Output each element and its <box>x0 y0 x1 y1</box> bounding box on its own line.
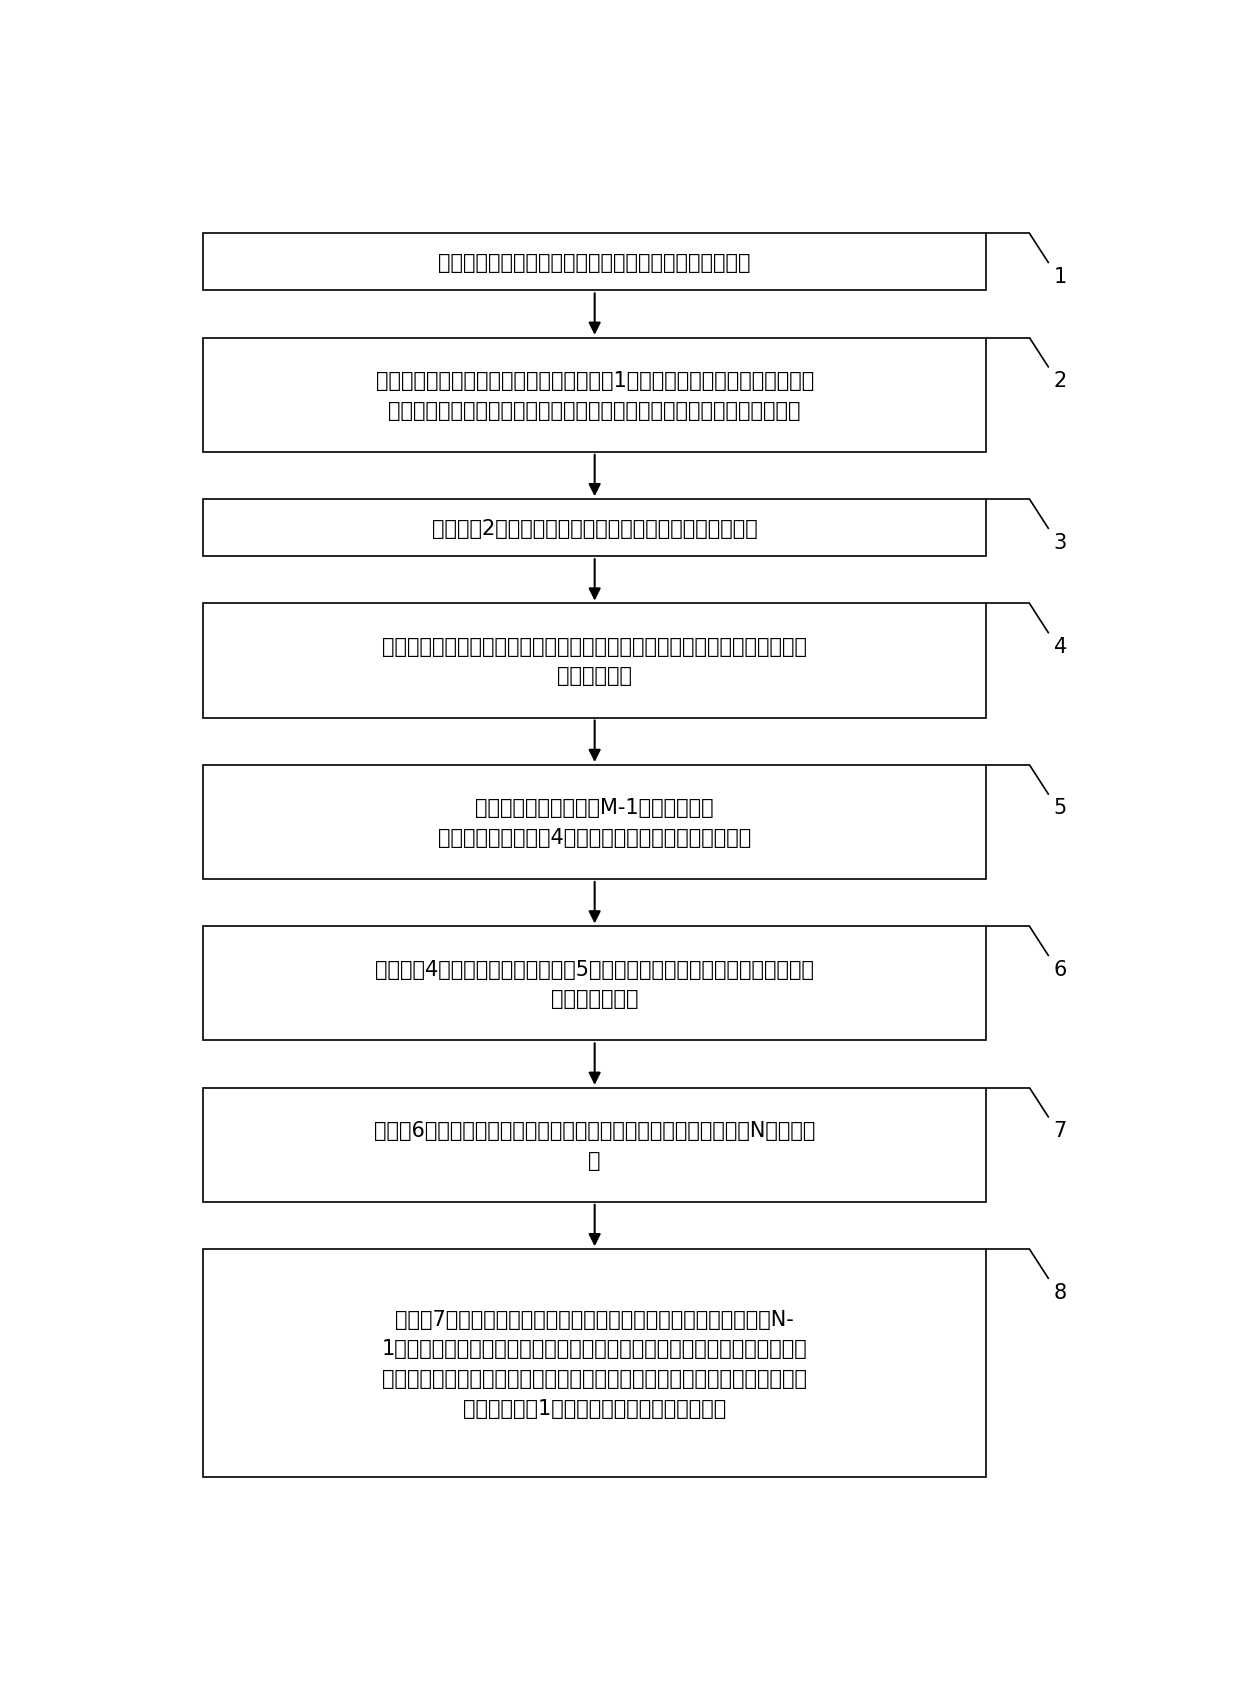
Text: 7: 7 <box>1054 1120 1066 1140</box>
Bar <box>203 1088 986 1203</box>
Text: 5: 5 <box>1054 797 1066 817</box>
Bar <box>203 1250 986 1477</box>
Text: 2: 2 <box>1054 372 1066 390</box>
Text: 将步骤6所计算出的欧式距离按照从大到小排列，并从中选取最大的N个欧式距
离: 将步骤6所计算出的欧式距离按照从大到小排列，并从中选取最大的N个欧式距 离 <box>374 1120 816 1171</box>
Text: 根据步骤2计算出的特征值构建每个馈线终端的特征值曲线: 根据步骤2计算出的特征值构建每个馈线终端的特征值曲线 <box>432 518 758 538</box>
Text: 选取数据窗的长度为一个工频周期，在步骤1提取的每个馈线终端的零序电流上
逐点移动数据窗并计算出每个馈线终端在每个数据窗下的零序电流的特征值: 选取数据窗的长度为一个工频周期，在步骤1提取的每个馈线终端的零序电流上 逐点移动… <box>376 370 813 420</box>
Text: 根据步骤4中的最大特征值以及步骤5获取的特征值计算相邻两个馈线终端的特
征值的欧式距离: 根据步骤4中的最大特征值以及步骤5获取的特征值计算相邻两个馈线终端的特 征值的欧… <box>376 959 815 1009</box>
Bar <box>203 604 986 718</box>
Text: 4: 4 <box>1054 636 1066 656</box>
Bar <box>203 765 986 880</box>
Text: 提取故障馈线上每个馈线终端在故障时刻前后的零序电流: 提取故障馈线上每个馈线终端在故障时刻前后的零序电流 <box>439 252 751 272</box>
Text: 1: 1 <box>1054 267 1066 286</box>
Bar <box>203 500 986 557</box>
Text: 若步骤7中存在一个相邻两个馈线终端的特征值的欧式距离大于剩余N-
1个相邻两个馈线终端的特征值的欧式距离之和，上述一个相邻两个馈线终端
的特征值的欧式距离对应的: 若步骤7中存在一个相邻两个馈线终端的特征值的欧式距离大于剩余N- 1个相邻两个馈… <box>382 1309 807 1418</box>
Bar <box>203 927 986 1041</box>
Text: 8: 8 <box>1054 1282 1066 1302</box>
Text: 6: 6 <box>1054 959 1066 979</box>
Text: 获取故障馈线上剩余的M-1个馈线终端的
特征值曲线中与步骤4中相同的采样点对应的各类特征值: 获取故障馈线上剩余的M-1个馈线终端的 特征值曲线中与步骤4中相同的采样点对应的… <box>438 797 751 848</box>
Bar <box>203 234 986 291</box>
Text: 3: 3 <box>1054 532 1066 552</box>
Text: 获取故障馈线上与母线最近的第一个馈线终端的每个特征值曲线中最大特征值
对应的采样点: 获取故障馈线上与母线最近的第一个馈线终端的每个特征值曲线中最大特征值 对应的采样… <box>382 636 807 686</box>
Bar <box>203 338 986 452</box>
